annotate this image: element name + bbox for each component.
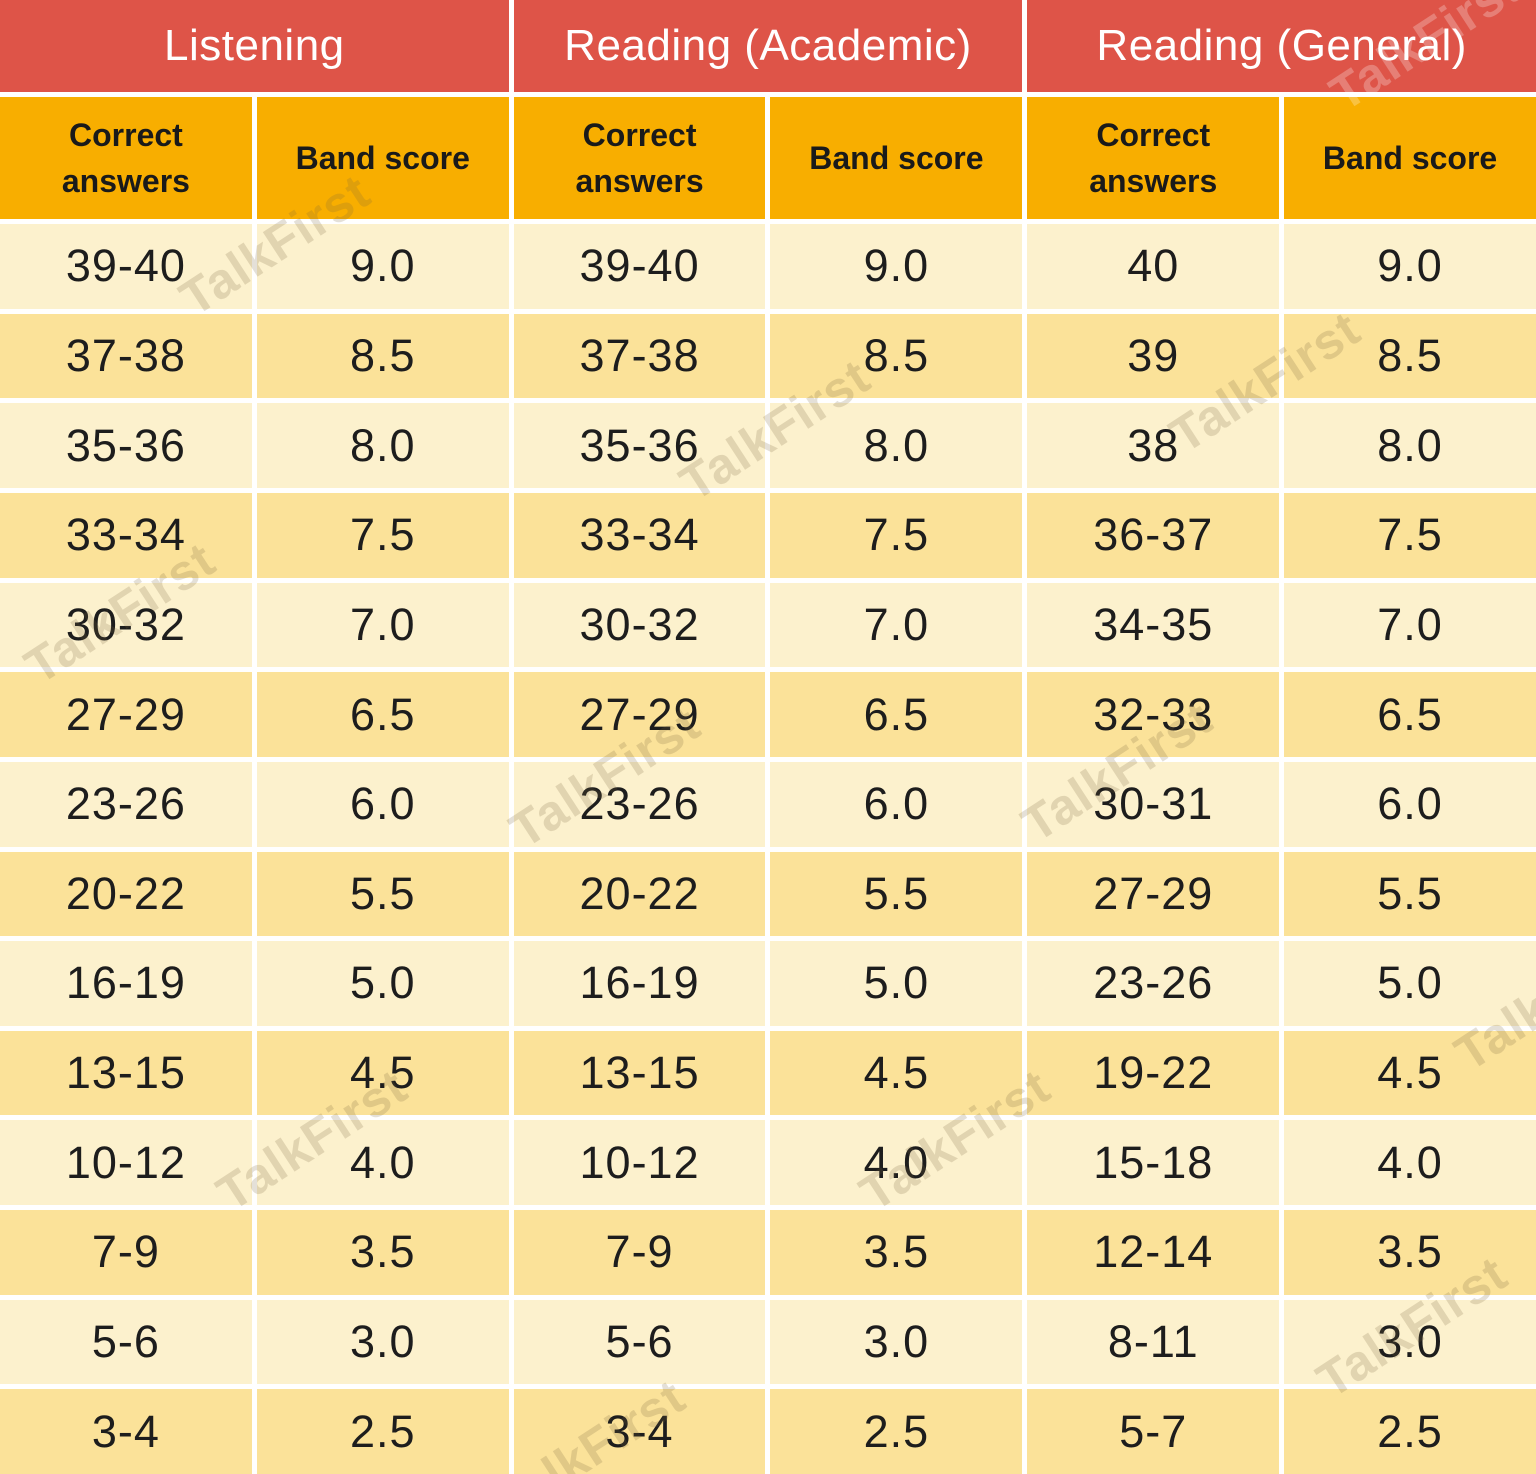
table-cell: 8-11 bbox=[1027, 1299, 1280, 1385]
table-cell: 4.5 bbox=[770, 1030, 1023, 1116]
table-cell: 3.5 bbox=[1284, 1210, 1536, 1295]
column-header-correct-answers: Correct answers bbox=[1027, 97, 1280, 219]
table-cell: 27-29 bbox=[513, 672, 766, 757]
table-cell: 6.5 bbox=[256, 672, 509, 757]
table-cell: 8.0 bbox=[256, 403, 509, 488]
table-cell: 7.0 bbox=[256, 582, 509, 668]
table-cell: 35-36 bbox=[0, 403, 252, 488]
table-cell: 3.0 bbox=[1284, 1299, 1536, 1385]
table-cell: 35-36 bbox=[513, 403, 766, 488]
table-cell: 20-22 bbox=[0, 851, 252, 937]
table-cell: 7-9 bbox=[513, 1210, 766, 1295]
table-cell: 39-40 bbox=[0, 224, 252, 309]
table-cell: 16-19 bbox=[0, 941, 252, 1026]
table-cell: 37-38 bbox=[0, 313, 252, 399]
table-cell: 5.0 bbox=[1284, 941, 1536, 1026]
table-cell: 4.5 bbox=[256, 1030, 509, 1116]
table-cell: 5.0 bbox=[770, 941, 1023, 1026]
table-cell: 4.0 bbox=[770, 1120, 1023, 1206]
table-cell: 5.5 bbox=[770, 851, 1023, 937]
table-cell: 5-6 bbox=[513, 1299, 766, 1385]
table-cell: 34-35 bbox=[1027, 582, 1280, 668]
column-header-band-score: Band score bbox=[770, 97, 1023, 219]
table-cell: 8.0 bbox=[770, 403, 1023, 488]
table-cell: 23-26 bbox=[0, 761, 252, 847]
column-header-band-score: Band score bbox=[256, 97, 509, 219]
section-header-reading-academic: Reading (Academic) bbox=[513, 0, 1023, 92]
table-cell: 2.5 bbox=[770, 1389, 1023, 1474]
table-cell: 5.5 bbox=[256, 851, 509, 937]
table-cell: 6.0 bbox=[1284, 761, 1536, 847]
table-cell: 5-6 bbox=[0, 1299, 252, 1385]
table-cell: 20-22 bbox=[513, 851, 766, 937]
table-cell: 7.5 bbox=[256, 492, 509, 578]
table-cell: 3-4 bbox=[513, 1389, 766, 1474]
table-cell: 36-37 bbox=[1027, 492, 1280, 578]
column-header-correct-answers: Correct answers bbox=[0, 97, 252, 219]
table-cell: 9.0 bbox=[256, 224, 509, 309]
table-cell: 9.0 bbox=[770, 224, 1023, 309]
section-header-listening: Listening bbox=[0, 0, 509, 92]
table-cell: 23-26 bbox=[1027, 941, 1280, 1026]
table-cell: 8.0 bbox=[1284, 403, 1536, 488]
table-cell: 8.5 bbox=[770, 313, 1023, 399]
column-header-correct-answers: Correct answers bbox=[513, 97, 766, 219]
table-cell: 3-4 bbox=[0, 1389, 252, 1474]
table-cell: 2.5 bbox=[1284, 1389, 1536, 1474]
table-cell: 5.0 bbox=[256, 941, 509, 1026]
table-cell: 3.0 bbox=[256, 1299, 509, 1385]
table-cell: 13-15 bbox=[0, 1030, 252, 1116]
table-cell: 4.5 bbox=[1284, 1030, 1536, 1116]
table-cell: 7-9 bbox=[0, 1210, 252, 1295]
table-cell: 19-22 bbox=[1027, 1030, 1280, 1116]
table-cell: 7.0 bbox=[770, 582, 1023, 668]
table-cell: 10-12 bbox=[513, 1120, 766, 1206]
table-cell: 30-32 bbox=[0, 582, 252, 668]
table-cell: 39 bbox=[1027, 313, 1280, 399]
table-cell: 16-19 bbox=[513, 941, 766, 1026]
table-cell: 6.5 bbox=[1284, 672, 1536, 757]
table-cell: 6.5 bbox=[770, 672, 1023, 757]
table-cell: 10-12 bbox=[0, 1120, 252, 1206]
table-cell: 37-38 bbox=[513, 313, 766, 399]
table-cell: 4.0 bbox=[1284, 1120, 1536, 1206]
table-cell: 23-26 bbox=[513, 761, 766, 847]
section-header-reading-general: Reading (General) bbox=[1027, 0, 1536, 92]
table-cell: 27-29 bbox=[0, 672, 252, 757]
table-cell: 3.5 bbox=[256, 1210, 509, 1295]
table-cell: 32-33 bbox=[1027, 672, 1280, 757]
table-cell: 7.0 bbox=[1284, 582, 1536, 668]
table-cell: 30-32 bbox=[513, 582, 766, 668]
table-cell: 39-40 bbox=[513, 224, 766, 309]
table-cell: 3.0 bbox=[770, 1299, 1023, 1385]
table-cell: 40 bbox=[1027, 224, 1280, 309]
table-cell: 33-34 bbox=[0, 492, 252, 578]
table-cell: 13-15 bbox=[513, 1030, 766, 1116]
table-cell: 15-18 bbox=[1027, 1120, 1280, 1206]
table-cell: 7.5 bbox=[770, 492, 1023, 578]
table-cell: 6.0 bbox=[256, 761, 509, 847]
table-cell: 3.5 bbox=[770, 1210, 1023, 1295]
table-cell: 38 bbox=[1027, 403, 1280, 488]
table-cell: 27-29 bbox=[1027, 851, 1280, 937]
table-cell: 9.0 bbox=[1284, 224, 1536, 309]
table-cell: 12-14 bbox=[1027, 1210, 1280, 1295]
table-cell: 5-7 bbox=[1027, 1389, 1280, 1474]
table-cell: 8.5 bbox=[1284, 313, 1536, 399]
column-header-band-score: Band score bbox=[1284, 97, 1536, 219]
table-cell: 30-31 bbox=[1027, 761, 1280, 847]
table-cell: 6.0 bbox=[770, 761, 1023, 847]
table-cell: 7.5 bbox=[1284, 492, 1536, 578]
table-cell: 4.0 bbox=[256, 1120, 509, 1206]
table-cell: 33-34 bbox=[513, 492, 766, 578]
table-cell: 2.5 bbox=[256, 1389, 509, 1474]
table-cell: 8.5 bbox=[256, 313, 509, 399]
table-cell: 5.5 bbox=[1284, 851, 1536, 937]
